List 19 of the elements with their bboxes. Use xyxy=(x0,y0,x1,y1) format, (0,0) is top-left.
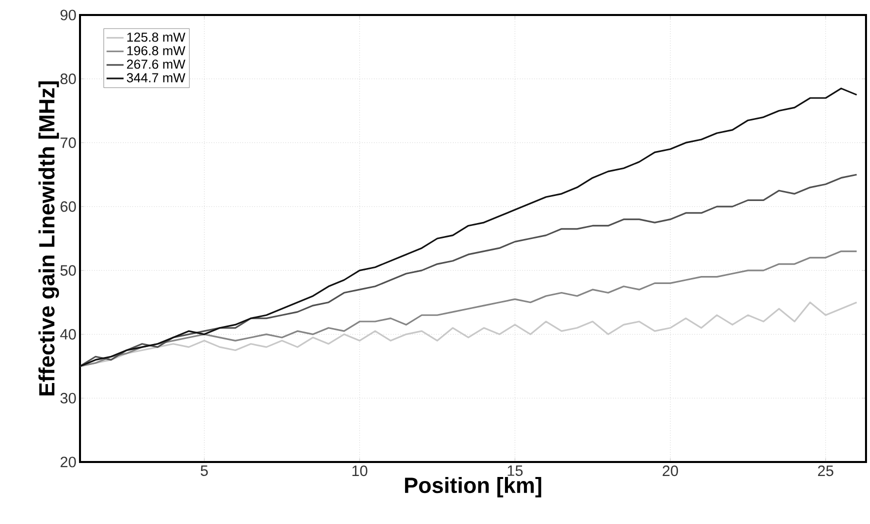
y-axis-title: Effective gain Linewidth [MHz] xyxy=(38,81,59,396)
x-tick-label: 25 xyxy=(818,466,834,476)
x-tick-label: 15 xyxy=(508,466,523,476)
x-tick-label: 20 xyxy=(662,466,678,476)
y-tick-label: 90 xyxy=(60,10,76,20)
legend-label: 125.8 mW xyxy=(127,32,186,42)
y-tick-label: 80 xyxy=(60,74,76,84)
y-tick-label: 30 xyxy=(60,392,76,404)
y-tick-label: 40 xyxy=(60,328,76,340)
y-tick-label: 60 xyxy=(60,201,76,212)
legend-label: 267.6 mW xyxy=(127,60,186,69)
y-tick-label: 70 xyxy=(60,137,76,148)
x-tick-label: 10 xyxy=(352,466,368,476)
legend-label: 344.7 mW xyxy=(126,73,186,82)
x-tick-label: 5 xyxy=(200,466,208,476)
y-tick-label: 50 xyxy=(60,265,76,276)
legend-label: 196.8 mW xyxy=(127,46,186,56)
y-tick-label: 20 xyxy=(60,456,76,468)
x-axis-title: Position [km] xyxy=(405,476,542,498)
